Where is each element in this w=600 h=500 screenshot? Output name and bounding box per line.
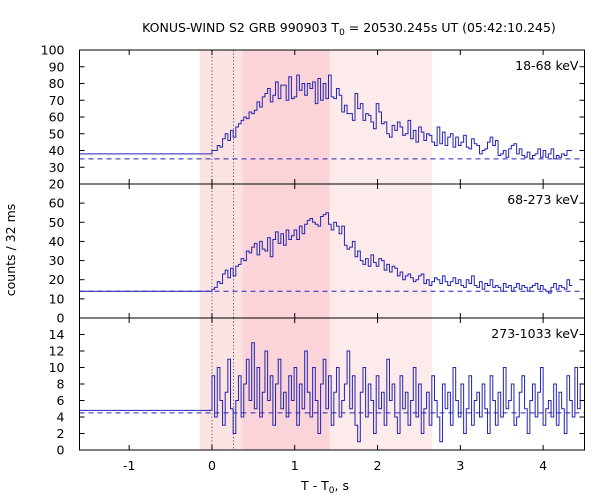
shaded-interval-3 <box>329 184 433 318</box>
y-tick-label: 50 <box>49 215 65 230</box>
y-tick-label: 2 <box>57 426 65 441</box>
y-tick-label: 10 <box>49 291 65 306</box>
chart-title: KONUS-WIND S2 GRB 990903 T0 = 20530.245s… <box>142 20 556 38</box>
x-tick-label: 3 <box>456 458 464 473</box>
y-tick-label: 90 <box>49 59 65 74</box>
shaded-interval-1 <box>199 50 243 184</box>
y-tick-label: 70 <box>49 93 65 108</box>
shaded-interval-2 <box>242 184 330 318</box>
y-tick-label: 8 <box>57 377 65 392</box>
title-rest: = 20530.245s UT (05:42:10.245) <box>345 20 556 35</box>
title-subscript: 0 <box>339 28 345 38</box>
y-tick-label: 30 <box>49 160 65 175</box>
y-tick-label: 80 <box>49 76 65 91</box>
x-tick-label: 2 <box>374 458 382 473</box>
y-tick-label: 60 <box>49 196 65 211</box>
xlabel-rest: , s <box>335 478 349 493</box>
y-tick-label: 20 <box>49 272 65 287</box>
y-tick-label: 40 <box>49 143 65 158</box>
lightcurve-histogram <box>79 74 573 160</box>
x-axis-tick-labels: -1 0 1 2 3 4 <box>123 458 547 473</box>
y-tick-label: 20 <box>49 177 65 192</box>
lightcurve-histogram <box>79 342 583 443</box>
y-tick-label: 40 <box>49 234 65 249</box>
shaded-interval-1 <box>199 184 243 318</box>
y-tick-label: 60 <box>49 110 65 125</box>
energy-band-label: 18-68 keV <box>515 58 579 73</box>
x-tick-label: 0 <box>208 458 216 473</box>
x-axis-title: T - T0, s <box>300 478 349 496</box>
panel-2: 0 10 20 30 40 50 60 68-273 keV <box>49 183 585 326</box>
y-tick-label: 6 <box>57 393 65 408</box>
y-tick-label: 0 <box>57 443 65 458</box>
y-tick-label: 12 <box>49 344 65 359</box>
shaded-interval-3 <box>329 50 433 184</box>
shaded-interval-2 <box>242 50 330 184</box>
energy-band-label: 273-1033 keV <box>491 326 579 341</box>
y-tick-label: 10 <box>49 360 65 375</box>
title-main: KONUS-WIND S2 GRB 990903 T <box>142 20 339 35</box>
y-tick-label: 100 <box>41 43 65 58</box>
y-tick-label: 30 <box>49 253 65 268</box>
y-tick-label: 4 <box>57 410 65 425</box>
y-tick-label: 0 <box>57 311 65 326</box>
x-tick-label: 4 <box>539 458 547 473</box>
x-tick-label: -1 <box>123 458 135 473</box>
shaded-interval-2 <box>242 318 330 450</box>
xlabel-main: T - T <box>300 478 329 493</box>
lightcurve-histogram <box>79 212 573 294</box>
y-tick-label: 50 <box>49 126 65 141</box>
energy-band-label: 68-273 keV <box>507 192 579 207</box>
x-tick-label: 1 <box>291 458 299 473</box>
y-tick-label: 14 <box>49 327 65 342</box>
y-axis-title: counts / 32 ms <box>3 204 18 297</box>
xlabel-subscript: 0 <box>329 486 335 496</box>
